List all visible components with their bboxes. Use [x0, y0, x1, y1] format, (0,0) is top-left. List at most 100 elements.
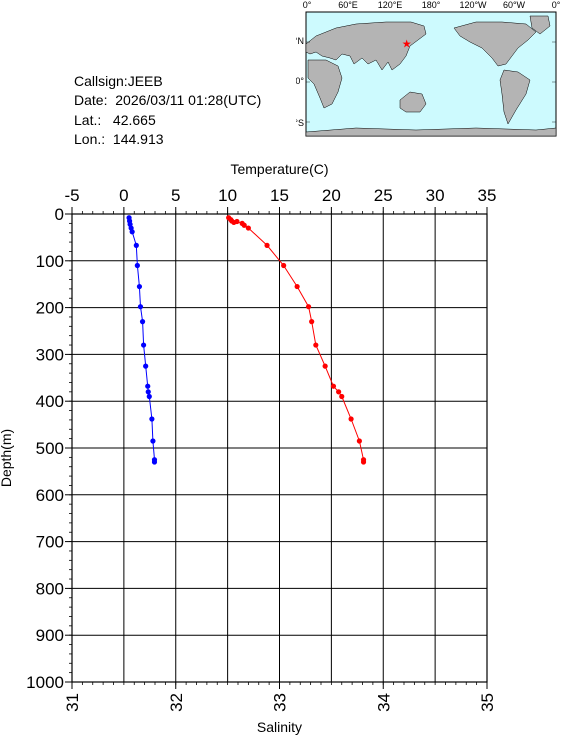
eurasia-landmass [305, 21, 427, 71]
depth-axis-title: Depth(m) [0, 429, 14, 487]
data-point [137, 304, 144, 310]
data-point [145, 383, 151, 389]
salinity-tick-label: 31 [63, 693, 82, 712]
data-point [309, 319, 315, 325]
data-point [313, 342, 319, 348]
data-point [145, 389, 151, 395]
data-point [336, 389, 342, 395]
data-point [143, 363, 149, 369]
temperature-tick-label: 30 [426, 186, 445, 205]
salinity-tick-label: 34 [374, 693, 393, 712]
data-point [234, 218, 240, 225]
salinity-tick-label: 33 [271, 693, 290, 712]
lon-value: 144.913 [112, 131, 164, 148]
data-point [348, 416, 354, 422]
map-lon-label: 120°E [378, 0, 403, 10]
salinity-axis-title: Salinity [257, 719, 302, 735]
map-landmasses [305, 15, 557, 137]
depth-tick-label: 800 [36, 579, 64, 598]
temperature-tick-label: 10 [218, 186, 237, 205]
data-point [150, 438, 156, 444]
callsign-label: Callsign: [74, 73, 128, 89]
map-graticule [306, 41, 556, 123]
temperature-tick-label: -5 [64, 186, 79, 205]
data-point [294, 283, 300, 290]
date-value: 2026/03/11 01:28(UTC) [115, 92, 262, 109]
antarctica-landmass [305, 127, 557, 137]
temperature-tick-label: 0 [119, 186, 128, 205]
data-point [241, 222, 247, 228]
data-point [151, 459, 158, 465]
map-lon-labels: 0° 60°E 120°E 180° 120°W 60°W 0° [303, 0, 561, 10]
date-row: Date: 2026/03/11 01:28(UTC) [74, 91, 261, 110]
depth-tick-label: 700 [36, 533, 64, 552]
map-lon-label: 120°W [459, 0, 487, 10]
data-point [245, 225, 251, 231]
temperature-tick-label: 25 [374, 186, 393, 205]
data-point [330, 383, 337, 389]
lat-row: Lat.: 42.665 [74, 111, 261, 130]
greenland-landmass [529, 15, 551, 35]
data-point [129, 229, 135, 235]
africa-landmass [307, 59, 343, 109]
data-point [133, 242, 139, 248]
lat-value: 42.665 [112, 111, 156, 128]
data-point [146, 393, 152, 400]
depth-tick-label: 300 [36, 345, 64, 364]
data-point [322, 363, 328, 369]
depth-tick-label: 200 [36, 299, 64, 318]
temperature-tick-label: 20 [322, 186, 341, 205]
callsign-value: JEEB [127, 73, 163, 89]
depth-tick-label: 1000 [26, 673, 64, 692]
salinity-tick-label: 35 [478, 693, 497, 712]
temperature-tick-label: 5 [171, 186, 180, 205]
depth-tick-label: 900 [36, 626, 64, 645]
data-point [356, 438, 362, 444]
depth-tick-label: 0 [55, 205, 64, 224]
temperature-axis-title: Temperature(C) [230, 161, 328, 177]
series-line [228, 217, 364, 462]
map-lat-label: 0° [296, 76, 304, 86]
data-point [305, 304, 312, 310]
series-1 [126, 215, 158, 465]
star-icon: ★ [402, 39, 412, 51]
temperature-axis: -5 0 5 10 15 20 25 30 35 [64, 186, 496, 214]
data-point [134, 262, 140, 269]
data-point [360, 459, 367, 465]
data-point [281, 262, 287, 269]
salinity-tick-label: 32 [167, 693, 186, 712]
series-0 [226, 215, 367, 465]
depth-tick-label: 100 [36, 252, 64, 271]
data-point [136, 283, 143, 290]
north-america-landmass [453, 21, 537, 67]
australia-landmass [399, 91, 427, 113]
data-point [139, 319, 146, 325]
temperature-tick-label: 35 [478, 186, 497, 205]
depth-tick-label: 600 [36, 486, 64, 505]
map-lon-label: 180° [422, 0, 441, 10]
lon-row: Lon.: 144.913 [74, 130, 261, 149]
lat-label: Lat.: [74, 111, 102, 128]
callsign-row: Callsign:JEEB [74, 72, 261, 91]
depth-tick-label: 500 [36, 439, 64, 458]
series-line [128, 217, 155, 462]
map-lon-label: 0° [552, 0, 561, 10]
series-layer [126, 215, 367, 465]
map-lon-label: 60°W [503, 0, 526, 10]
salinity-axis: 31 32 33 34 35 [63, 682, 497, 712]
temperature-tick-label: 15 [270, 186, 289, 205]
map-lon-label: 60°E [338, 0, 358, 10]
data-point [149, 416, 155, 422]
station-info: Callsign:JEEB Date: 2026/03/11 01:28(UTC… [74, 72, 261, 150]
date-label: Date: [74, 92, 108, 109]
lon-label: Lon.: [74, 131, 106, 148]
data-point [339, 393, 345, 400]
data-point [264, 242, 270, 248]
depth-axis: 0 100 200 300 400 500 600 700 800 900 1000 [26, 205, 72, 692]
south-america-landmass [499, 69, 531, 125]
chart-grid [72, 214, 487, 682]
data-point [140, 342, 147, 348]
map-lon-label: 0° [303, 0, 312, 10]
depth-tick-label: 400 [36, 392, 64, 411]
